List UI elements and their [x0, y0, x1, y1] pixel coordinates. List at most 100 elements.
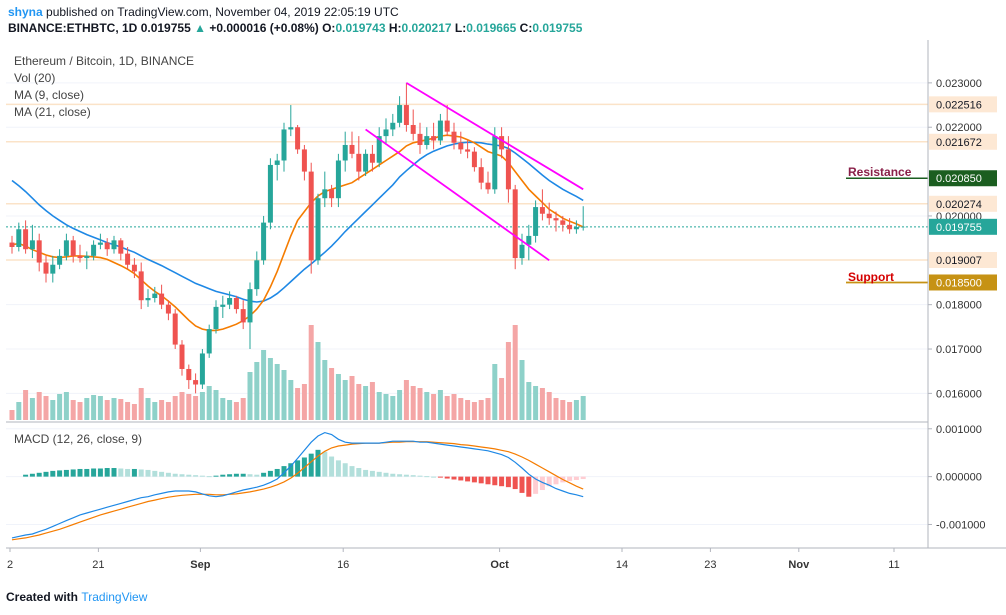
volume-bar: [23, 390, 29, 420]
price-tag-box: [929, 218, 997, 235]
macd-tick-label: 0.000000: [936, 472, 982, 484]
candle-body: [77, 255, 83, 259]
candle-body: [247, 289, 253, 323]
candle-body: [111, 240, 117, 250]
high-label: H:: [388, 21, 402, 35]
volume-bar: [437, 390, 443, 420]
macd-histogram-bar: [512, 476, 518, 490]
macd-histogram-bar: [220, 474, 226, 477]
price-tags: 0.022516 0.021672 0.020850 0.020274 0.019755…: [929, 96, 997, 291]
macd-histogram-bar: [111, 468, 117, 477]
macd-histogram-bar: [431, 476, 437, 478]
support-label: Support: [848, 270, 894, 284]
author-name[interactable]: shyna: [8, 5, 43, 19]
candle-body: [499, 136, 505, 150]
macd-histogram-bar: [131, 468, 137, 477]
volume-bar: [478, 400, 484, 420]
volume-bar: [29, 398, 35, 420]
volume-bar: [499, 378, 505, 420]
price-tick-label: 0.018000: [936, 300, 982, 312]
tradingview-logo[interactable]: TradingView: [81, 590, 148, 604]
candle-body: [512, 189, 518, 259]
macd-histogram-bar: [526, 476, 532, 497]
candle-body: [424, 136, 430, 145]
grid: [6, 82, 928, 525]
macd-histogram-bar: [165, 472, 171, 477]
macd-histogram-bar: [274, 468, 280, 477]
time-tick-label: 2: [7, 559, 13, 571]
trendline: [405, 82, 584, 191]
macd-histogram-bar: [118, 468, 124, 477]
time-tick-label: Oct: [490, 559, 509, 571]
macd-pane: [11, 431, 586, 541]
price-tag-box: [929, 133, 997, 150]
price-tag-label: 0.022516: [936, 99, 982, 111]
volume-bar: [329, 368, 335, 420]
candle-body: [220, 304, 226, 307]
macd-histogram-bar: [57, 470, 63, 477]
volume-bar: [295, 388, 301, 420]
candle-body: [342, 144, 348, 161]
candle-body: [567, 224, 573, 230]
macd-histogram-bar: [159, 471, 165, 477]
macd-histogram-bar: [349, 466, 355, 477]
volume-bar: [451, 394, 457, 420]
time-tick-label: 14: [616, 559, 628, 571]
macd-histogram-bar: [213, 475, 219, 477]
volume-bar: [145, 398, 151, 420]
candle-body: [301, 149, 307, 172]
open-label: O:: [322, 21, 336, 35]
price-change: +0.000016 (+0.08%): [209, 21, 319, 35]
volume-bar: [573, 400, 579, 420]
price-tag-label: 0.020274: [936, 199, 982, 211]
candle-body: [227, 298, 233, 305]
volume-bar: [213, 390, 219, 420]
trendline: [365, 128, 550, 262]
volume-bar: [465, 400, 471, 420]
macd-histogram-bar: [138, 469, 144, 477]
macd-histogram-bar: [84, 468, 90, 477]
candle-body: [131, 264, 137, 272]
macd-histogram-bar: [77, 468, 83, 477]
ticker-symbol: BINANCE:ETHBTC, 1D: [8, 21, 138, 35]
macd-histogram-bar: [485, 476, 491, 485]
candle-body: [172, 313, 178, 345]
macd-histogram-bar: [335, 460, 341, 477]
candle-body: [465, 149, 471, 152]
macd-histogram-bar: [342, 463, 348, 477]
low-label: L:: [454, 21, 467, 35]
candle-body: [179, 344, 185, 369]
candle-body: [369, 153, 375, 163]
macd-histogram-bar: [36, 472, 42, 477]
volume-bar: [301, 384, 307, 420]
publish-line: shyna published on TradingView.com, Nove…: [8, 4, 998, 20]
candle-body: [288, 127, 294, 130]
volume-bar: [111, 398, 117, 420]
up-arrow-icon: ▲: [194, 21, 206, 35]
candle-body: [36, 240, 42, 263]
macd-histogram-bar: [281, 466, 287, 477]
volume-bar: [567, 402, 573, 420]
macd-histogram-bar: [458, 476, 464, 481]
candle-body: [267, 164, 273, 223]
volume-bar: [9, 410, 15, 420]
volume-bar: [376, 392, 382, 420]
macd-histogram-bar: [383, 472, 389, 477]
volume-bar: [335, 374, 341, 420]
macd-histogram-bar: [519, 476, 525, 493]
macd-histogram-bar: [363, 469, 369, 477]
volume-bar: [369, 382, 375, 420]
volume-bar: [505, 342, 511, 420]
macd-histogram-bar: [152, 470, 158, 477]
macd-histogram-bar: [369, 470, 375, 477]
macd-histogram-bar: [172, 473, 178, 477]
time-tick-label: 16: [337, 559, 349, 571]
candle-body: [553, 218, 559, 221]
candle-body: [397, 105, 403, 123]
macd-histogram-bar: [179, 474, 185, 477]
volume-bar: [16, 402, 22, 420]
volume-bar: [172, 396, 178, 420]
price-levels: [6, 103, 928, 284]
macd-histogram-bar: [390, 473, 396, 477]
